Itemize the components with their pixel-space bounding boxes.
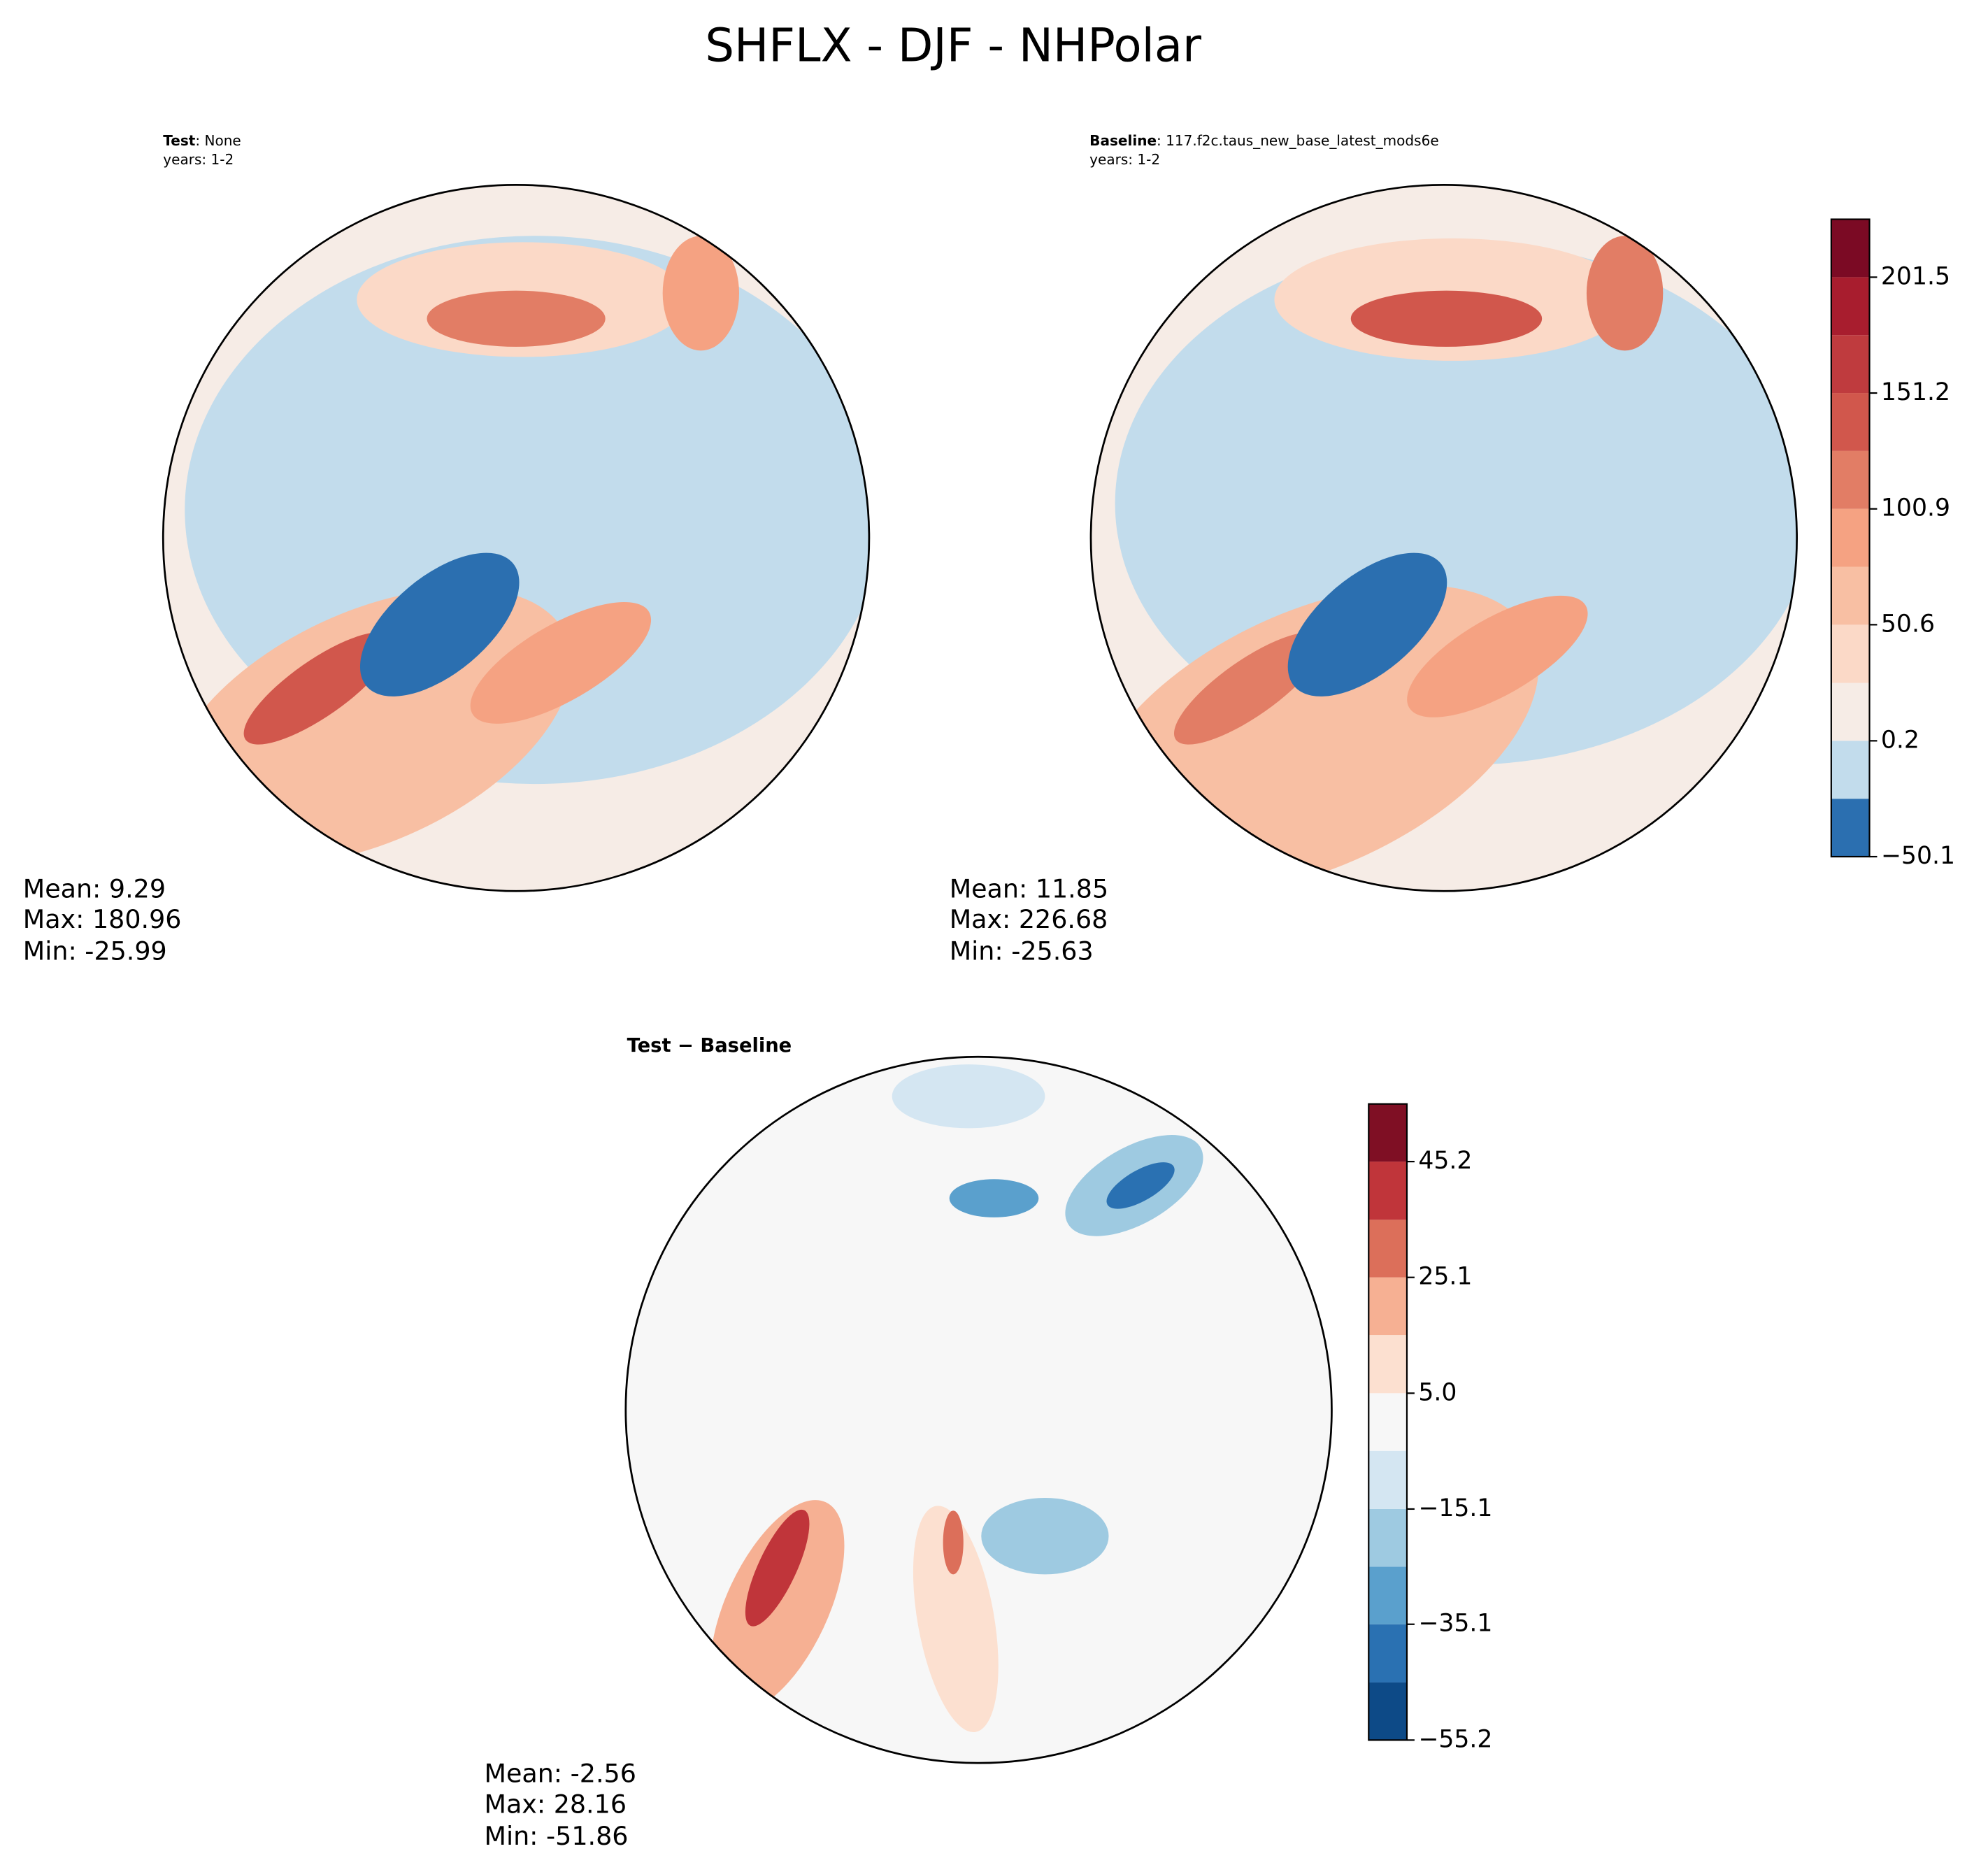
map-border — [162, 183, 871, 892]
stat: Max: 226.68 — [950, 904, 1108, 934]
panel-label: Test: None — [163, 132, 241, 149]
colorbar-tick-label: 100.9 — [1881, 494, 1950, 522]
stat: Max: 180.96 — [23, 904, 182, 934]
colorbar-tick-label: 50.6 — [1881, 610, 1935, 638]
colorbar-band — [1831, 799, 1870, 857]
colorbar-band — [1831, 683, 1870, 741]
stat: Min: -25.63 — [950, 936, 1094, 966]
colorbar-band — [1831, 219, 1870, 278]
colorbar-band — [1368, 1277, 1407, 1336]
colorbar-tick-label: −15.1 — [1418, 1494, 1492, 1522]
stat: Mean: 9.29 — [23, 873, 166, 903]
stat: Min: -51.86 — [485, 1821, 629, 1851]
stat: Mean: -2.56 — [485, 1759, 636, 1789]
label-rest: : 117.f2c.taus_new_base_latest_mods6e — [1157, 132, 1439, 149]
colorbar-tick-label: 151.2 — [1881, 378, 1950, 406]
colorbar-tick-label: 201.5 — [1881, 262, 1950, 290]
colorbar-band — [1368, 1393, 1407, 1451]
label-rest: : None — [195, 132, 241, 149]
colorbar-frame — [1830, 218, 1871, 858]
panel-years: years: 1-2 — [163, 151, 234, 168]
map-border — [624, 1055, 1333, 1764]
colorbar-tick-label: 0.2 — [1881, 726, 1919, 754]
panel-label: Baseline: 117.f2c.taus_new_base_latest_m… — [1089, 132, 1438, 149]
colorbar-tick-label: 25.1 — [1418, 1263, 1472, 1291]
figure-title: SHFLX - DJF - NHPolar — [705, 19, 1201, 72]
colorbar-frame — [1368, 1103, 1408, 1741]
colorbar-band — [1368, 1335, 1407, 1394]
colorbar-band — [1831, 741, 1870, 799]
colorbar-band — [1831, 450, 1870, 509]
colorbar-tick-label: −50.1 — [1881, 842, 1955, 870]
colorbar-band — [1831, 335, 1870, 394]
colorbar-band — [1368, 1220, 1407, 1278]
colorbar-band — [1831, 508, 1870, 567]
panel-years: years: 1-2 — [1089, 151, 1160, 168]
colorbar-band — [1368, 1450, 1407, 1509]
map — [163, 185, 869, 892]
colorbar-band — [1831, 566, 1870, 625]
colorbar-band — [1831, 624, 1870, 683]
colorbar-band — [1831, 393, 1870, 451]
colorbar-tick-label: −55.2 — [1418, 1725, 1492, 1753]
colorbar-band — [1831, 277, 1870, 336]
colorbar-band — [1368, 1566, 1407, 1624]
stat: Min: -25.99 — [23, 936, 167, 966]
colorbar-band — [1368, 1162, 1407, 1220]
label-bold: Test — [163, 132, 196, 149]
colorbar-band — [1368, 1624, 1407, 1682]
map — [1091, 185, 1797, 892]
colorbar-tick-label: 5.0 — [1418, 1378, 1457, 1406]
stat: Mean: 11.85 — [950, 873, 1108, 903]
label-bold: Baseline — [1089, 132, 1157, 149]
panel-label: Test − Baseline — [627, 1035, 792, 1057]
map-border — [1089, 183, 1799, 892]
colorbar-band — [1368, 1508, 1407, 1567]
map — [625, 1057, 1332, 1764]
stat: Max: 28.16 — [485, 1789, 627, 1819]
colorbar-band — [1368, 1682, 1407, 1741]
colorbar-tick-label: 45.2 — [1418, 1147, 1472, 1175]
colorbar-tick-label: −35.1 — [1418, 1610, 1492, 1638]
colorbar-band — [1368, 1103, 1407, 1162]
